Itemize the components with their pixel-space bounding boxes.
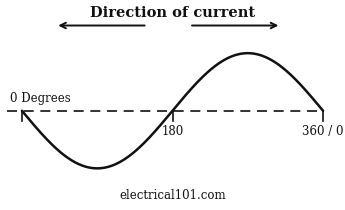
Text: Direction of current: Direction of current <box>90 6 255 20</box>
Text: 0 Degrees: 0 Degrees <box>10 92 71 105</box>
Text: electrical101.com: electrical101.com <box>119 189 226 202</box>
Text: 180: 180 <box>161 125 184 138</box>
Text: 360 / 0: 360 / 0 <box>302 125 344 138</box>
